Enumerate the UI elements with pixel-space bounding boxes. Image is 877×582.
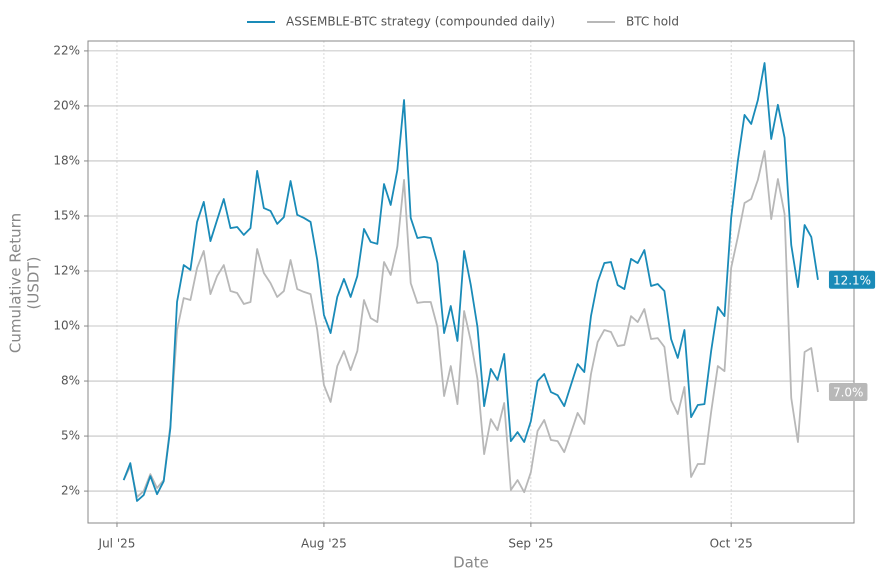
end-label-badge	[828, 383, 868, 402]
y-tick-label: 18%	[53, 153, 80, 167]
y-axis-label: (USDT)	[25, 257, 43, 310]
series-line	[122, 62, 819, 502]
y-tick-label: 22%	[53, 43, 80, 57]
x-tick-label: Oct '25	[710, 537, 753, 551]
legend-label: BTC hold	[626, 15, 679, 29]
y-tick-label: 15%	[53, 208, 80, 222]
x-tick-label: Aug '25	[301, 537, 347, 551]
y-tick-label: 8%	[61, 374, 80, 388]
x-axis-label: Date	[453, 554, 489, 572]
legend-label: ASSEMBLE-BTC strategy (compounded daily)	[286, 15, 555, 29]
y-tick-label: 2%	[61, 484, 80, 498]
y-tick-label: 12%	[53, 263, 80, 277]
y-axis-label: Cumulative Return	[7, 213, 25, 353]
end-label-badge	[828, 270, 876, 289]
series-line	[122, 150, 819, 498]
x-tick-label: Sep '25	[508, 537, 553, 551]
y-tick-label: 10%	[53, 319, 80, 333]
x-tick-label: Jul '25	[98, 537, 136, 551]
y-tick-label: 5%	[61, 429, 80, 443]
y-tick-label: 20%	[53, 98, 80, 112]
end-label: 7.0%	[833, 386, 864, 400]
end-label: 12.1%	[833, 273, 871, 287]
